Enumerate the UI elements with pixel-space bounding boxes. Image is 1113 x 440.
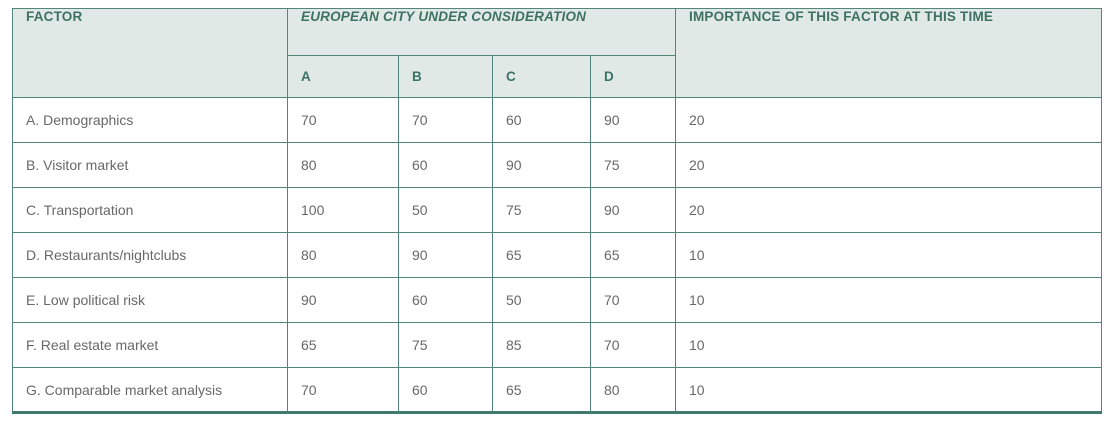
column-group-header-european-city: EUROPEAN CITY UNDER CONSIDERATION [287, 8, 676, 56]
column-header-city-c: C [492, 55, 591, 98]
table-row: B. Visitor market 80 60 90 75 20 [12, 142, 1102, 188]
city-b-score-cell: 60 [398, 277, 493, 323]
table-row: E. Low political risk 90 60 50 70 10 [12, 277, 1102, 323]
importance-cell: 10 [675, 232, 1102, 278]
city-c-score-cell: 75 [492, 187, 591, 233]
city-a-score-cell: 70 [287, 97, 399, 143]
city-a-score-cell: 70 [287, 367, 399, 413]
city-c-score-cell: 65 [492, 367, 591, 413]
city-d-score-cell: 90 [590, 97, 676, 143]
city-b-score-cell: 60 [398, 367, 493, 413]
importance-cell: 20 [675, 97, 1102, 143]
importance-cell: 10 [675, 277, 1102, 323]
table-row: A. Demographics 70 70 60 90 20 [12, 97, 1102, 143]
factor-cell: F. Real estate market [12, 322, 288, 368]
city-a-score-cell: 65 [287, 322, 399, 368]
importance-cell: 10 [675, 367, 1102, 413]
factor-cell: C. Transportation [12, 187, 288, 233]
column-header-factor: FACTOR [12, 8, 288, 98]
city-c-score-cell: 85 [492, 322, 591, 368]
city-c-score-cell: 65 [492, 232, 591, 278]
column-header-city-d: D [590, 55, 676, 98]
city-b-score-cell: 90 [398, 232, 493, 278]
city-d-score-cell: 80 [590, 367, 676, 413]
header-row-main: FACTOR EUROPEAN CITY UNDER CONSIDERATION… [12, 8, 1102, 98]
header-row-cities: A B C D [13, 55, 1102, 98]
importance-cell: 20 [675, 142, 1102, 188]
city-d-score-cell: 70 [590, 322, 676, 368]
city-c-score-cell: 50 [492, 277, 591, 323]
importance-cell: 10 [675, 322, 1102, 368]
city-a-score-cell: 80 [287, 232, 399, 278]
factor-rating-table-container: FACTOR EUROPEAN CITY UNDER CONSIDERATION… [12, 8, 1102, 414]
column-header-city-a: A [287, 55, 399, 98]
factor-cell: E. Low political risk [12, 277, 288, 323]
factor-cell: G. Comparable market analysis [12, 367, 288, 413]
table-row: F. Real estate market 65 75 85 70 10 [12, 322, 1102, 368]
city-a-score-cell: 90 [287, 277, 399, 323]
city-b-score-cell: 75 [398, 322, 493, 368]
city-c-score-cell: 90 [492, 142, 591, 188]
city-a-score-cell: 80 [287, 142, 399, 188]
factor-cell: D. Restaurants/nightclubs [12, 232, 288, 278]
city-d-score-cell: 65 [590, 232, 676, 278]
city-d-score-cell: 75 [590, 142, 676, 188]
table-row: C. Transportation 100 50 75 90 20 [12, 187, 1102, 233]
column-header-importance: IMPORTANCE OF THIS FACTOR AT THIS TIME [675, 8, 1102, 98]
city-b-score-cell: 60 [398, 142, 493, 188]
importance-cell: 20 [675, 187, 1102, 233]
city-a-score-cell: 100 [287, 187, 399, 233]
city-b-score-cell: 50 [398, 187, 493, 233]
factor-cell: B. Visitor market [12, 142, 288, 188]
city-c-score-cell: 60 [492, 97, 591, 143]
column-header-city-b: B [398, 55, 493, 98]
table-row: G. Comparable market analysis 70 60 65 8… [12, 367, 1102, 413]
table-row: D. Restaurants/nightclubs 80 90 65 65 10 [12, 232, 1102, 278]
city-d-score-cell: 90 [590, 187, 676, 233]
city-d-score-cell: 70 [590, 277, 676, 323]
city-b-score-cell: 70 [398, 97, 493, 143]
factor-rating-table: FACTOR EUROPEAN CITY UNDER CONSIDERATION… [12, 8, 1102, 414]
factor-cell: A. Demographics [12, 97, 288, 143]
